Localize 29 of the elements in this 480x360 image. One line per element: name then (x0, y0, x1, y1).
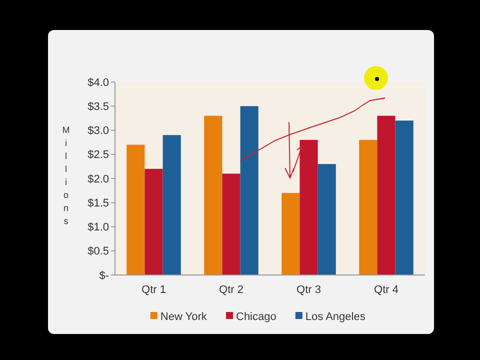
bar (222, 174, 240, 275)
x-tick-label: Qtr 3 (296, 284, 321, 296)
y-tick-label: $3.0 (88, 125, 109, 138)
bar (395, 120, 414, 275)
x-tick-label: Qtr 2 (219, 284, 244, 296)
bar (282, 192, 300, 275)
bar (240, 106, 258, 275)
bar (144, 168, 163, 275)
bar (318, 164, 336, 275)
y-tick-label: $- (99, 270, 110, 282)
bar (126, 144, 145, 275)
y-tick-label: $3.5 (88, 100, 109, 113)
x-tick-label: Qtr 4 (374, 284, 398, 296)
y-tick-label: $1.5 (88, 197, 109, 210)
bar (204, 116, 222, 275)
bar (300, 140, 318, 275)
y-tick-label: $2.5 (88, 149, 109, 162)
y-tick-label: $2.0 (88, 173, 109, 186)
bar (162, 135, 181, 275)
y-tick-label: $0.5 (88, 246, 109, 258)
legend-label: Los Angeles (305, 310, 366, 323)
bar (377, 116, 396, 275)
bar (359, 140, 378, 275)
x-tick-label: Qtr 1 (142, 284, 166, 296)
y-tick-label: $4.0 (88, 76, 109, 89)
y-axis-title: Millions (62, 125, 70, 226)
legend-label: New York (160, 310, 208, 323)
legend-label: Chicago (236, 310, 276, 323)
y-tick-label: $1.0 (88, 222, 109, 234)
